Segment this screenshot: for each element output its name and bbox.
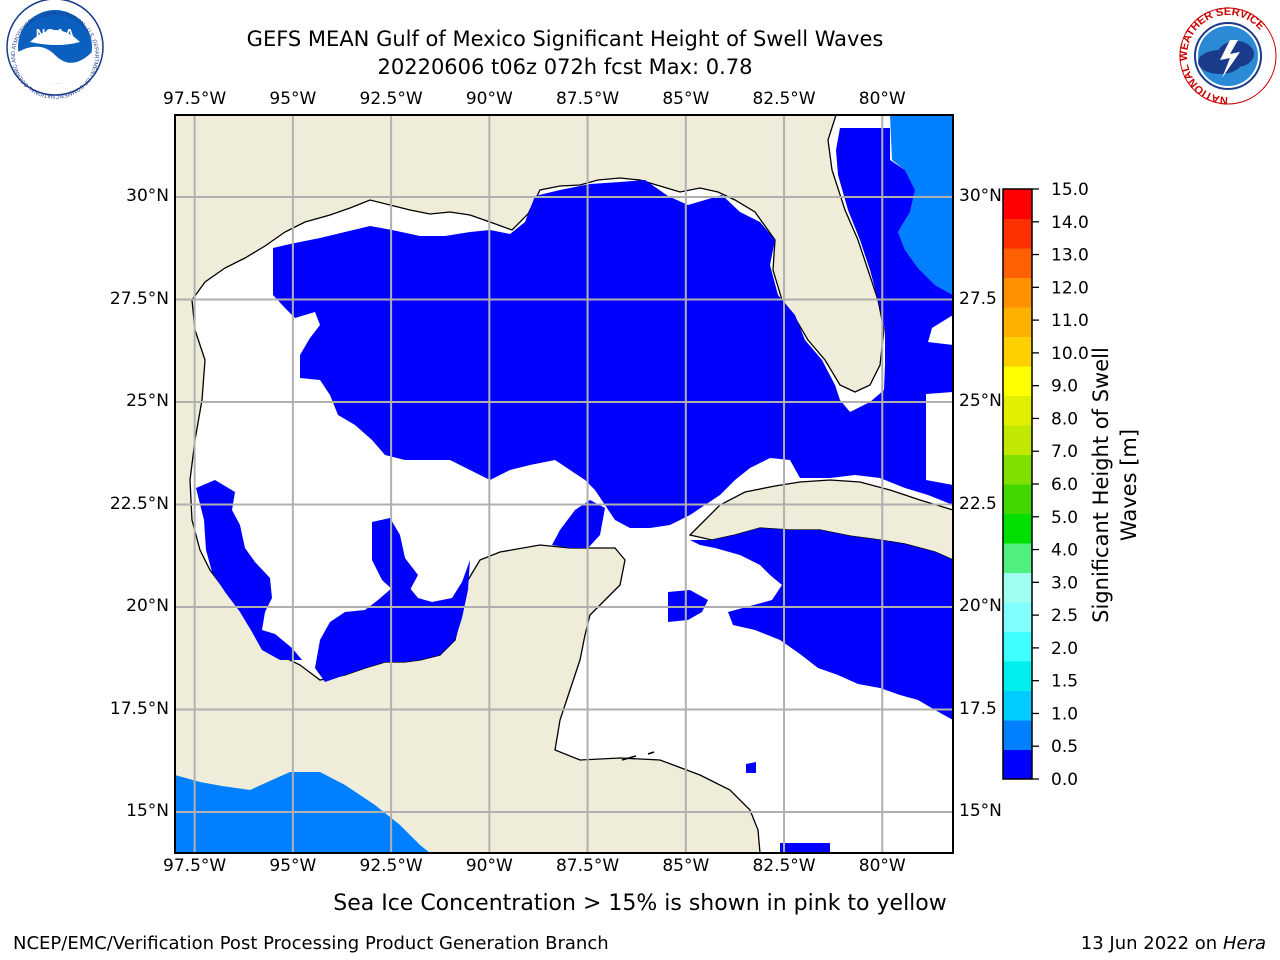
colorbar-tick-label: 0.0	[1051, 770, 1078, 790]
lon-tick-bottom: 95°W	[269, 856, 317, 876]
colorbar-tick-label: 3.0	[1051, 573, 1078, 593]
lat-tick-left: 27.5°N	[109, 288, 169, 309]
swell-0.0-campeche-c	[372, 518, 418, 592]
lat-tick-right: 15°N	[959, 801, 1002, 821]
nws-logo: NATIONAL WEATHER SERVICE	[1178, 6, 1277, 106]
colorbar: 0.0 0.5 1.0 1.5 2.0 2.5 3.0 4.0 5.0 6.0 7.0 8.0 9.0 1…	[1002, 180, 1089, 790]
swell-0.0-strip	[552, 500, 605, 548]
chart-title: GEFS MEAN Gulf of Mexico Significant Hei…	[246, 27, 884, 51]
colorbar-segment	[1003, 484, 1032, 514]
colorbar-tick-label: 1.5	[1051, 672, 1078, 692]
footer-date: 13 Jun 2022 on Hera	[1080, 933, 1266, 954]
colorbar-tick-label: 0.5	[1051, 737, 1078, 757]
lon-tick-top: 92.5°W	[359, 89, 423, 109]
colorbar-segment	[1003, 543, 1032, 573]
colorbar-tick-label: 15.0	[1051, 180, 1089, 200]
colorbar-segment	[1003, 395, 1032, 426]
colorbar-segment	[1003, 307, 1032, 337]
lon-tick-top: 82.5°W	[752, 89, 816, 109]
footer-credit: NCEP/EMC/Verification Post Processing Pr…	[13, 933, 609, 954]
colorbar-segment	[1003, 690, 1032, 721]
lon-tick-bottom: 80°W	[858, 856, 906, 876]
colorbar-segment	[1003, 248, 1032, 278]
colorbar-tick-label: 5.0	[1051, 508, 1078, 528]
lat-tick-right: 30°N	[959, 186, 1002, 206]
colorbar-tick-label: 11.0	[1051, 311, 1089, 331]
colorbar-tick-label: 12.0	[1051, 278, 1089, 298]
lat-tick-right: 27.5	[959, 288, 997, 309]
swell-0.0-gulf	[273, 128, 953, 528]
colorbar-segment	[1003, 720, 1032, 750]
map-area	[175, 115, 953, 853]
lat-tick-left: 25°N	[126, 391, 169, 411]
noaa-logo-text: NOAA	[36, 26, 75, 41]
colorbar-segment	[1003, 602, 1032, 632]
colorbar-segment	[1003, 425, 1032, 455]
lat-tick-right: 22.5	[959, 493, 997, 514]
lon-tick-bottom: 82.5°W	[752, 856, 816, 876]
colorbar-tick-label: 6.0	[1051, 475, 1078, 495]
lat-tick-left: 20°N	[126, 596, 169, 616]
colorbar-tick-label: 13.0	[1051, 246, 1089, 266]
lat-tick-right: 25°N	[959, 391, 1002, 411]
lat-tick-left: 22.5°N	[109, 493, 169, 514]
lon-tick-bottom: 90°W	[465, 856, 513, 876]
lat-tick-right: 17.5	[959, 698, 997, 719]
colorbar-tick-label: 7.0	[1051, 442, 1078, 462]
colorbar-segment	[1003, 661, 1032, 691]
lon-tick-top: 85°W	[662, 89, 710, 109]
lat-tick-left: 15°N	[126, 801, 169, 821]
colorbar-tick-label: 2.5	[1051, 606, 1078, 626]
colorbar-segment	[1003, 189, 1032, 219]
colorbar-segment	[1003, 336, 1032, 367]
lon-tick-top: 87.5°W	[555, 89, 620, 109]
swell-0.5-atlantic	[890, 115, 953, 295]
colorbar-segment	[1003, 631, 1032, 662]
colorbar-segment	[1003, 366, 1032, 396]
colorbar-tick-label: 14.0	[1051, 213, 1089, 233]
colorbar-tick-label: 8.0	[1051, 409, 1078, 429]
swell-0.0-south	[780, 843, 830, 853]
lon-tick-top: 97.5°W	[163, 89, 227, 109]
colorbar-segment	[1003, 749, 1032, 780]
colorbar-tick-label: 2.0	[1051, 639, 1078, 659]
colorbar-segment	[1003, 513, 1032, 544]
swell-0.0-tiny	[746, 762, 756, 773]
colorbar-tick-label: 4.0	[1051, 541, 1078, 561]
lon-tick-bottom: 87.5°W	[555, 856, 620, 876]
lon-tick-bottom: 97.5°W	[163, 856, 227, 876]
lon-tick-top: 95°W	[269, 89, 317, 109]
lon-tick-bottom: 92.5°W	[359, 856, 423, 876]
colorbar-segment	[1003, 218, 1032, 249]
swell-0.0-cuba-south	[690, 528, 953, 720]
colorbar-tick-label: 9.0	[1051, 377, 1078, 397]
colorbar-tick-label: 1.0	[1051, 704, 1078, 724]
colorbar-tick-label: 10.0	[1051, 344, 1089, 364]
gridlines	[175, 115, 953, 853]
sea-ice-caption: Sea Ice Concentration > 15% is shown in …	[333, 891, 947, 916]
lat-tick-right: 20°N	[959, 596, 1002, 616]
colorbar-segment	[1003, 572, 1032, 603]
chart-subtitle: 20220606 t06z 072h fcst Max: 0.78	[377, 55, 753, 79]
lat-tick-left: 30°N	[126, 186, 169, 206]
noaa-logo: NOAA NATIONAL OCEANIC AND ATMOSPHERIC AD…	[0, 0, 104, 99]
swell-0.0-campeche-b	[315, 560, 470, 682]
lon-tick-top: 80°W	[858, 89, 906, 109]
map-frame	[174, 114, 954, 854]
colorbar-segment	[1003, 454, 1032, 485]
colorbar-segment	[1003, 277, 1032, 308]
lon-tick-bottom: 85°W	[662, 856, 710, 876]
lon-tick-top: 90°W	[465, 89, 513, 109]
land-mainland	[175, 115, 885, 853]
lat-tick-left: 17.5°N	[109, 698, 169, 719]
swell-0.0-campeche-a	[196, 480, 302, 660]
